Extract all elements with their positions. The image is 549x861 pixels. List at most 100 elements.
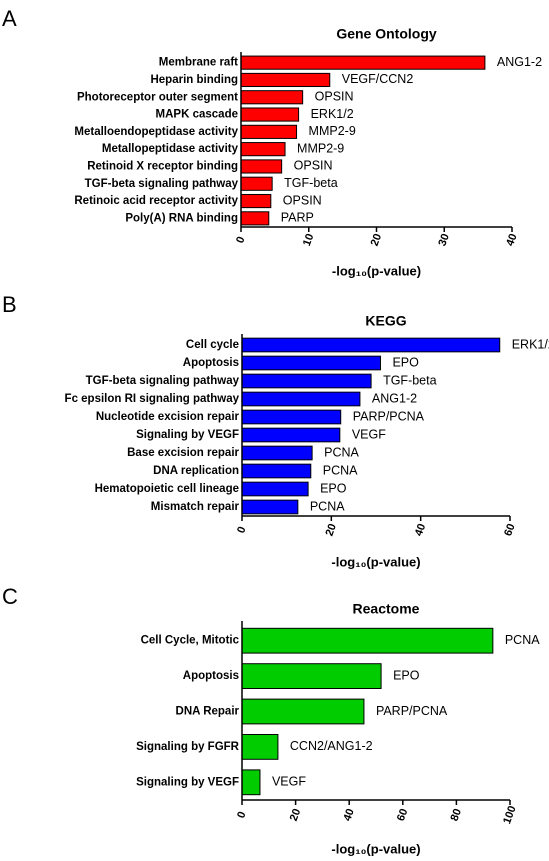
bar-annotation: TGF-beta	[284, 176, 338, 190]
chart-title: KEGG	[365, 313, 406, 329]
bar-annotation: PARP/PCNA	[353, 409, 425, 423]
category-label: Membrane raft	[159, 57, 238, 69]
bar-annotation: PCNA	[324, 445, 359, 459]
category-label: Apoptosis	[183, 357, 239, 369]
category-label: Metalloendopeptidase activity	[74, 126, 238, 138]
x-tick-label: 40	[413, 522, 428, 538]
bar	[240, 55, 486, 70]
x-tick-label: 0	[235, 810, 248, 820]
bar-annotation: PCNA	[505, 633, 540, 647]
bar	[241, 698, 365, 725]
category-label: Mismatch repair	[151, 501, 240, 513]
bar-annotation: PCNA	[323, 463, 358, 477]
x-tick-label: 40	[341, 807, 356, 823]
category-label: Metallopeptidase activity	[102, 143, 239, 155]
x-tick-label: 60	[395, 807, 410, 823]
x-axis-label: -log₁₀(p-value)	[331, 841, 420, 856]
bar-annotation: PARP	[281, 211, 314, 225]
x-tick-label: 100	[501, 804, 519, 825]
bar	[240, 90, 304, 105]
panel-label: B	[2, 292, 17, 317]
category-label: DNA replication	[153, 465, 239, 477]
category-label: Apoptosis	[183, 670, 239, 682]
bar	[240, 176, 273, 191]
category-label: Signaling by FGFR	[136, 741, 240, 753]
x-tick-label: 0	[234, 235, 247, 245]
bar	[241, 373, 372, 389]
bar	[241, 409, 342, 425]
bar-annotation: OPSIN	[283, 193, 322, 207]
x-tick-label: 0	[235, 525, 248, 535]
category-label: Photoreceptor outer segment	[77, 91, 238, 103]
category-label: Retinoic acid receptor activity	[74, 195, 238, 207]
bar	[241, 627, 494, 654]
bar	[241, 337, 501, 353]
bar	[241, 445, 313, 461]
bar	[241, 663, 382, 689]
bar	[241, 463, 312, 479]
category-label: Nucleotide excision repair	[96, 411, 240, 423]
bar	[241, 734, 279, 760]
bar-annotation: EPO	[320, 481, 347, 495]
bar-annotation: OPSIN	[294, 159, 333, 173]
panel-label: C	[2, 584, 18, 609]
bar	[241, 481, 309, 497]
category-label: Retinoid X receptor binding	[87, 160, 238, 172]
category-label: Cell cycle	[186, 339, 239, 351]
x-tick-label: 30	[436, 232, 451, 248]
bar	[241, 355, 381, 371]
category-label: Poly(A) RNA binding	[125, 212, 238, 224]
bar-annotation: PCNA	[310, 499, 345, 513]
x-tick-label: 40	[504, 232, 519, 248]
bar	[240, 159, 283, 174]
x-tick-label: 20	[324, 522, 339, 538]
category-label: Signaling by VEGF	[136, 776, 239, 788]
bar-annotation: CCN2/ANG1-2	[290, 739, 373, 753]
bar	[241, 427, 341, 443]
bar	[241, 499, 299, 515]
bar-annotation: TGF-beta	[383, 373, 437, 387]
x-tick-label: 20	[369, 232, 384, 248]
x-tick-label: 20	[288, 807, 303, 823]
category-label: MAPK cascade	[156, 109, 238, 121]
bar-annotation: ERK1/2	[512, 337, 549, 351]
chart-title: Reactome	[353, 601, 420, 617]
x-tick-label: 80	[449, 807, 464, 823]
category-label: Heparin binding	[150, 74, 238, 86]
bar-annotation: VEGF	[272, 775, 306, 789]
bar-annotation: MMP2-9	[297, 141, 344, 155]
category-label: DNA Repair	[176, 706, 240, 718]
x-axis-label: -log₁₀(p-value)	[332, 263, 421, 278]
bar-annotation: EPO	[393, 668, 420, 682]
bar	[240, 142, 286, 157]
bar	[240, 193, 272, 209]
category-label: Base excision repair	[127, 447, 239, 459]
x-axis-label: -log₁₀(p-value)	[331, 554, 420, 569]
chart-title: Gene Ontology	[336, 26, 437, 42]
bar-annotation: ANG1-2	[497, 55, 542, 69]
category-label: Cell Cycle, Mitotic	[141, 635, 240, 647]
bar	[241, 769, 261, 796]
bar-annotation: ERK1/2	[311, 107, 354, 121]
panel-label: A	[2, 6, 17, 31]
bar	[240, 124, 298, 139]
bar	[240, 72, 331, 88]
category-label: TGF-beta signaling pathway	[86, 375, 240, 387]
bar-annotation: ANG1-2	[372, 391, 417, 405]
bar-annotation: MMP2-9	[309, 124, 356, 138]
bar-annotation: OPSIN	[315, 90, 354, 104]
bar	[240, 211, 270, 226]
category-label: TGF-beta signaling pathway	[85, 178, 239, 190]
category-label: Hematopoietic cell lineage	[95, 483, 239, 495]
x-tick-label: 10	[301, 232, 316, 248]
bar-annotation: VEGF/CCN2	[342, 72, 414, 86]
x-tick-label: 60	[502, 522, 517, 538]
bar-annotation: EPO	[392, 355, 419, 369]
bar	[240, 107, 300, 122]
bar-annotation: PARP/PCNA	[376, 704, 448, 718]
category-label: Signaling by VEGF	[136, 429, 239, 441]
bar-annotation: VEGF	[352, 427, 386, 441]
category-label: Fc epsilon RI signaling pathway	[65, 393, 240, 405]
bar	[241, 391, 361, 407]
